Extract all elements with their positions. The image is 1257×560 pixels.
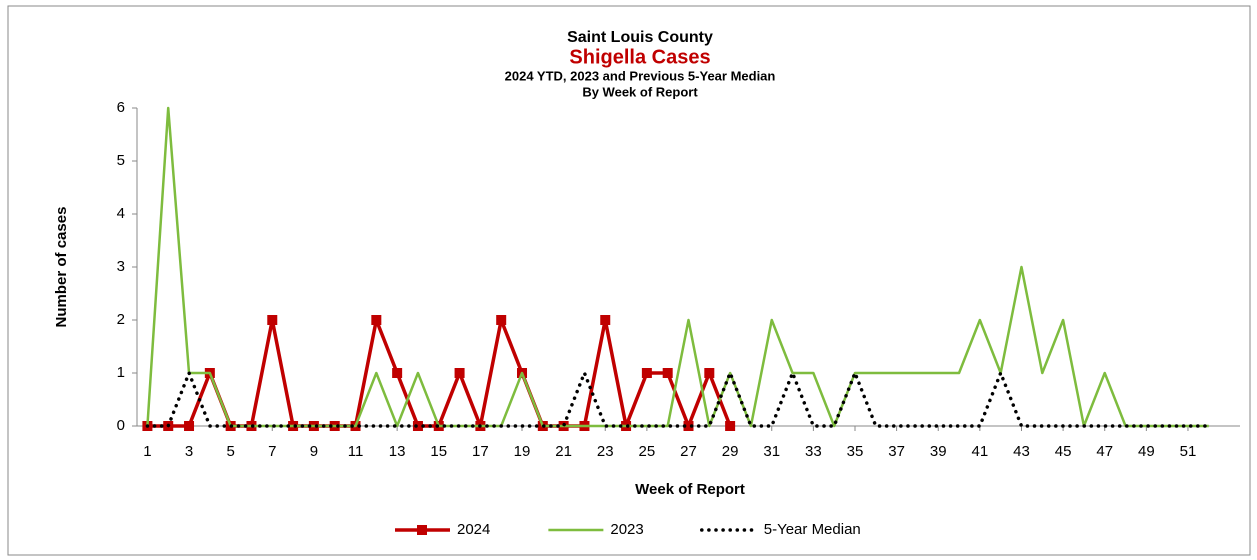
x-tick-label: 35 bbox=[847, 443, 864, 460]
legend-marker bbox=[417, 525, 427, 535]
x-tick-label: 15 bbox=[430, 443, 447, 460]
x-tick-label: 17 bbox=[472, 443, 489, 460]
x-tick-label: 29 bbox=[722, 443, 739, 460]
x-tick-label: 49 bbox=[1138, 443, 1155, 460]
point-marker bbox=[496, 315, 507, 325]
series-line bbox=[145, 371, 1211, 428]
y-axis-title: Number of cases bbox=[53, 207, 70, 328]
y-tick-label: 2 bbox=[117, 311, 125, 328]
x-tick-label: 11 bbox=[348, 443, 364, 460]
y-tick-label: 5 bbox=[117, 152, 125, 169]
point-marker bbox=[412, 421, 423, 431]
x-tick-label: 9 bbox=[310, 443, 318, 460]
x-tick-label: 3 bbox=[185, 443, 193, 460]
x-tick-label: 1 bbox=[143, 443, 151, 460]
y-tick-label: 4 bbox=[117, 205, 125, 222]
point-marker bbox=[683, 421, 694, 431]
x-tick-label: 5 bbox=[226, 443, 234, 460]
chart-subtitle: By Week of Report bbox=[582, 84, 698, 99]
point-marker bbox=[184, 421, 195, 431]
point-marker bbox=[641, 368, 652, 378]
chart-frame bbox=[7, 5, 1251, 556]
x-tick-label: 31 bbox=[763, 443, 780, 460]
point-marker bbox=[662, 368, 673, 378]
x-tick-label: 45 bbox=[1055, 443, 1072, 460]
chart-subtitle: Shigella Cases bbox=[569, 46, 710, 68]
x-axis-title: Week of Report bbox=[635, 481, 745, 498]
x-tick-label: 25 bbox=[639, 443, 656, 460]
y-tick-label: 6 bbox=[117, 99, 125, 116]
point-marker bbox=[267, 315, 278, 325]
y-tick-label: 1 bbox=[117, 364, 125, 381]
x-tick-label: 41 bbox=[972, 443, 989, 460]
x-tick-label: 37 bbox=[888, 443, 905, 460]
y-tick-label: 0 bbox=[117, 417, 125, 434]
x-tick-label: 47 bbox=[1096, 443, 1113, 460]
x-tick-label: 7 bbox=[268, 443, 276, 460]
x-tick-label: 21 bbox=[555, 443, 572, 460]
point-marker bbox=[600, 315, 611, 325]
legend-label: 5-Year Median bbox=[764, 521, 861, 538]
y-tick-label: 3 bbox=[117, 258, 125, 275]
point-marker bbox=[371, 315, 382, 325]
x-tick-label: 13 bbox=[389, 443, 406, 460]
x-tick-label: 51 bbox=[1180, 443, 1197, 460]
x-tick-label: 39 bbox=[930, 443, 947, 460]
point-marker bbox=[392, 368, 403, 378]
chart-subtitle: 2024 YTD, 2023 and Previous 5-Year Media… bbox=[505, 68, 776, 83]
x-tick-label: 19 bbox=[514, 443, 531, 460]
chart-title: Saint Louis County bbox=[567, 29, 713, 46]
x-tick-label: 27 bbox=[680, 443, 697, 460]
x-tick-label: 33 bbox=[805, 443, 822, 460]
x-tick-label: 23 bbox=[597, 443, 614, 460]
x-tick-label: 43 bbox=[1013, 443, 1030, 460]
legend-label: 2023 bbox=[610, 521, 643, 538]
point-marker bbox=[725, 421, 736, 431]
point-marker bbox=[454, 368, 465, 378]
legend-label: 2024 bbox=[457, 521, 490, 538]
point-marker bbox=[704, 368, 715, 378]
